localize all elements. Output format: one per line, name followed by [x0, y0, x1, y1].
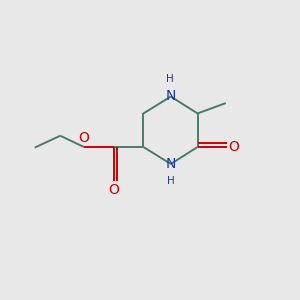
- Text: O: O: [228, 140, 239, 154]
- Text: N: N: [166, 157, 176, 171]
- Text: O: O: [79, 131, 89, 145]
- Text: N: N: [166, 89, 176, 103]
- Text: O: O: [108, 183, 119, 197]
- Text: H: H: [167, 176, 175, 186]
- Text: H: H: [166, 74, 174, 84]
